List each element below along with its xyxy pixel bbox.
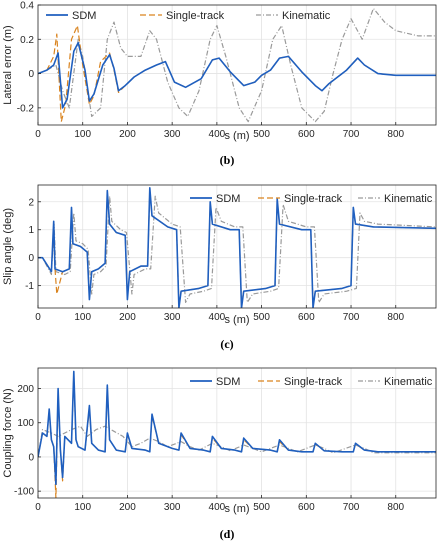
series-group — [38, 7, 436, 123]
x-tick-label: 200 — [119, 129, 136, 140]
legend-label: Single-track — [284, 376, 343, 388]
x-tick-label: 600 — [298, 129, 315, 140]
series-group — [38, 370, 436, 498]
y-tick-label: 0 — [28, 253, 34, 264]
y-axis-label: Slip angle (deg) — [2, 208, 14, 285]
y-tick-label: 0.2 — [20, 35, 34, 46]
x-tick-label: 700 — [343, 129, 360, 140]
x-tick-label: 400 — [209, 129, 226, 140]
x-tick-label: 200 — [119, 502, 136, 513]
x-tick-label: 500 — [253, 129, 270, 140]
series-line-single-track — [38, 190, 436, 306]
x-tick-label: 600 — [298, 502, 315, 513]
x-tick-label: 700 — [343, 312, 360, 323]
chart-panel: 0 100 200 300 400 500 600 700 800 -1 0 1 2 s (m) Slip … — [2, 184, 437, 351]
x-tick-label: 300 — [164, 312, 181, 323]
series-line-single-track — [38, 374, 436, 498]
legend-label: Kinematic — [384, 376, 433, 388]
y-axis-label: Coupling force (N) — [2, 388, 14, 477]
y-tick-label: 0.4 — [20, 1, 34, 12]
x-tick-label: 400 — [209, 312, 226, 323]
y-tick-label: 1 — [28, 225, 34, 236]
x-tick-label: 0 — [35, 502, 41, 513]
series-line-kinematic — [38, 195, 436, 303]
x-tick-label: 100 — [74, 502, 91, 513]
y-tick-label: -1 — [25, 281, 34, 292]
series-line-sdm — [38, 187, 436, 308]
x-tick-label: 800 — [387, 502, 404, 513]
series-line-kinematic — [38, 425, 436, 457]
legend-label: Kinematic — [384, 193, 433, 205]
axes-frame — [37, 367, 437, 499]
legend-label: SDM — [72, 10, 96, 22]
axes-frame — [37, 184, 437, 309]
x-tick-label: 800 — [387, 129, 404, 140]
series-line-sdm — [38, 41, 436, 109]
panel-caption: (b) — [220, 153, 235, 167]
x-tick-label: 300 — [164, 129, 181, 140]
x-tick-label: 400 — [209, 502, 226, 513]
x-tick-label: 0 — [35, 129, 41, 140]
legend: SDM Single-track Kinematic — [190, 376, 433, 388]
y-tick-label: 200 — [17, 384, 34, 395]
x-axis-label: s (m) — [224, 314, 249, 326]
x-tick-label: 600 — [298, 312, 315, 323]
y-tick-label: -0.2 — [17, 103, 35, 114]
legend-label: Single-track — [166, 10, 225, 22]
legend-label: Single-track — [284, 193, 343, 205]
legend-label: SDM — [216, 376, 240, 388]
x-tick-label: 500 — [253, 312, 270, 323]
x-axis-label: s (m) — [224, 503, 249, 515]
x-tick-label: 300 — [164, 502, 181, 513]
legend: SDM Single-track Kinematic — [46, 10, 331, 22]
x-tick-label: 100 — [74, 312, 91, 323]
x-tick-label: 100 — [74, 129, 91, 140]
x-axis-label: s (m) — [224, 130, 249, 142]
panel-caption: (c) — [220, 337, 233, 351]
y-tick-label: 0 — [28, 69, 34, 80]
series-line-sdm — [38, 370, 436, 486]
series-line-kinematic — [38, 7, 436, 123]
y-tick-label: 2 — [28, 197, 34, 208]
chart-panel: 0 100 200 300 400 500 600 700 800 -0.2 0 0.2 0.4 s (m… — [2, 1, 437, 167]
legend-label: Kinematic — [282, 10, 331, 22]
legend: SDM Single-track Kinematic — [190, 193, 433, 205]
x-tick-label: 800 — [387, 312, 404, 323]
y-tick-label: -100 — [14, 487, 34, 498]
y-tick-label: 100 — [17, 418, 34, 429]
x-tick-label: 500 — [253, 502, 270, 513]
panel-caption: (d) — [220, 527, 235, 541]
axes-frame — [37, 4, 437, 126]
x-tick-label: 200 — [119, 312, 136, 323]
x-tick-label: 0 — [35, 312, 41, 323]
x-tick-label: 700 — [343, 502, 360, 513]
y-tick-label: 0 — [28, 452, 34, 463]
series-group — [38, 187, 436, 308]
y-axis-label: Lateral error (m) — [2, 25, 14, 104]
legend-label: SDM — [216, 193, 240, 205]
